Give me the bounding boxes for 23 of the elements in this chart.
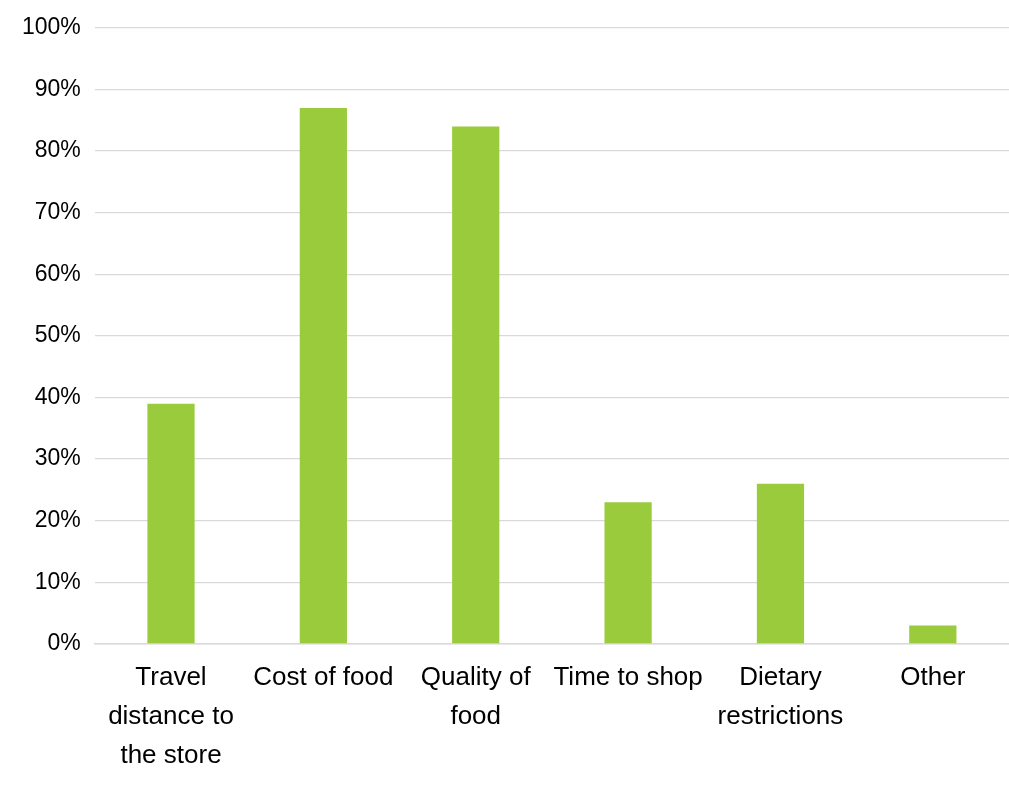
y-tick-label: 40% (34, 382, 81, 409)
y-tick-label: 100% (22, 13, 81, 40)
y-tick-label: 0% (47, 629, 81, 656)
x-tick-label: Travel distance to the store (108, 660, 234, 769)
x-tick-label: Dietary restrictions (717, 660, 844, 730)
x-tick-label: Time to shop (553, 660, 703, 691)
bar (299, 107, 347, 644)
y-tick-label: 20% (34, 506, 81, 533)
y-tick-label: 80% (34, 136, 81, 163)
bar (147, 403, 195, 644)
y-tick-label: 90% (34, 74, 81, 101)
y-tick-label: 70% (34, 198, 81, 224)
x-tick-label: Quality of food (420, 660, 532, 730)
y-tick-label: 30% (34, 444, 81, 471)
bar (909, 625, 957, 644)
bar (452, 126, 500, 644)
y-tick-label: 50% (34, 321, 81, 348)
x-tick-label: Cost of food (253, 660, 394, 691)
bar (604, 502, 652, 644)
bar (756, 483, 805, 644)
y-tick-label: 60% (34, 259, 81, 286)
x-tick-label: Other (900, 660, 966, 691)
y-tick-label: 10% (34, 567, 81, 594)
